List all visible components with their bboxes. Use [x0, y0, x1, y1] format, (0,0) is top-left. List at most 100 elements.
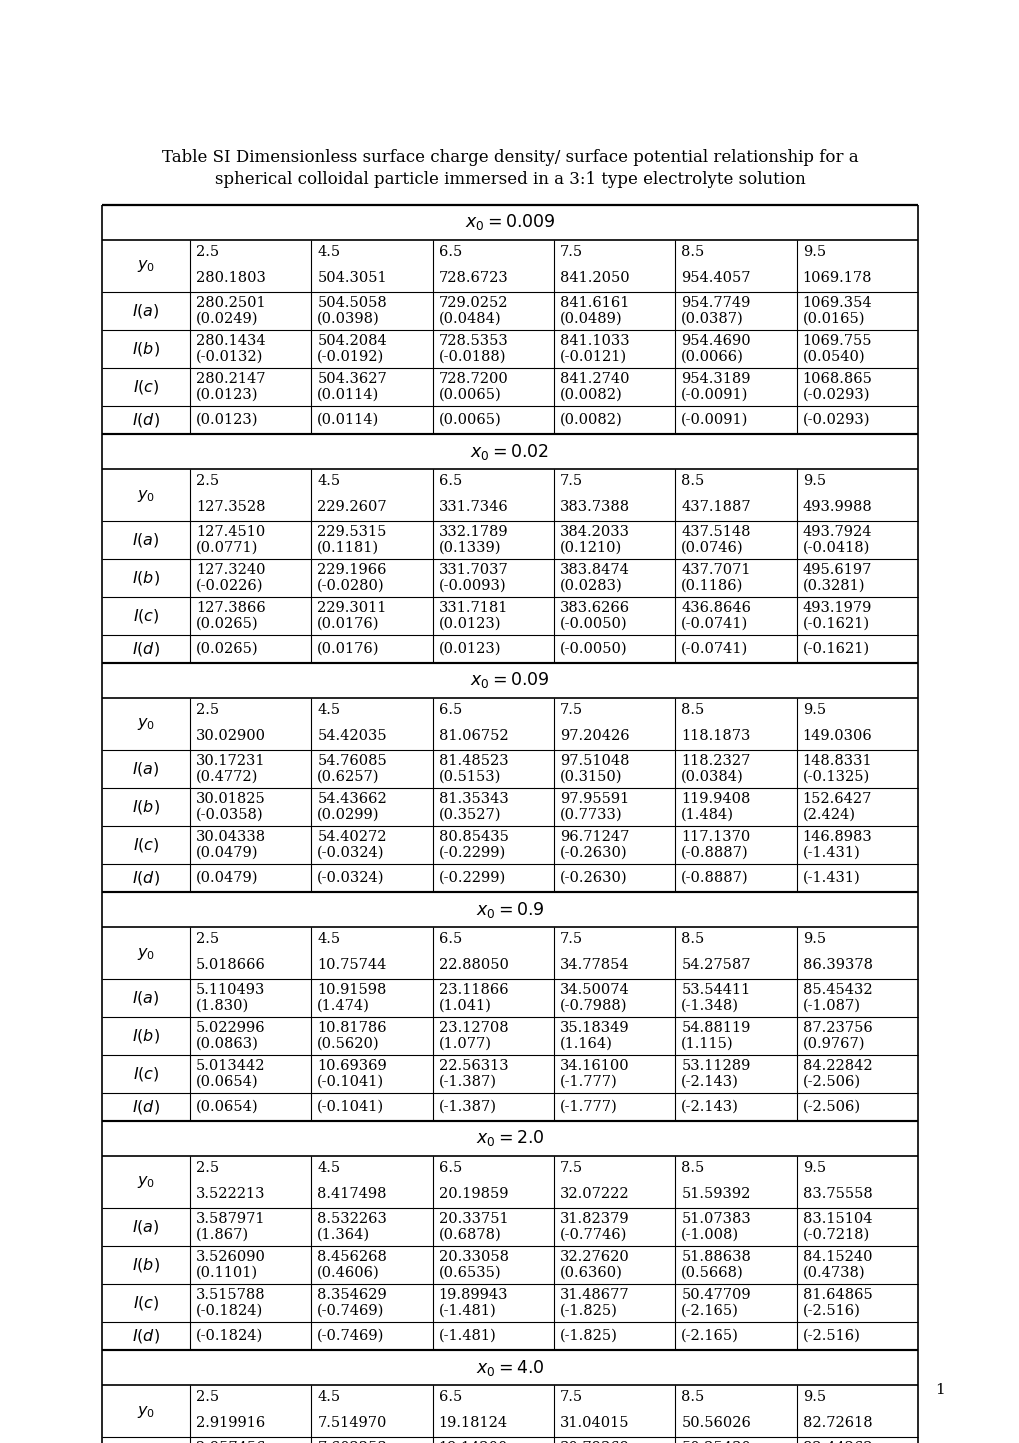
- Text: 8.456268: 8.456268: [317, 1251, 387, 1264]
- Text: 383.7388: 383.7388: [559, 499, 630, 514]
- Text: (0.6257): (0.6257): [317, 769, 379, 784]
- Text: (0.0863): (0.0863): [196, 1036, 259, 1051]
- Text: (0.5668): (0.5668): [681, 1266, 743, 1280]
- Text: 504.5058: 504.5058: [317, 296, 386, 310]
- Text: 954.7749: 954.7749: [681, 296, 750, 310]
- Text: (0.3281): (0.3281): [802, 579, 864, 593]
- Text: 97.51048: 97.51048: [559, 755, 629, 769]
- Text: 7.5: 7.5: [559, 1390, 583, 1404]
- Text: (-2.506): (-2.506): [802, 1075, 860, 1088]
- Text: (1.164): (1.164): [559, 1036, 612, 1051]
- Text: (-1.481): (-1.481): [438, 1303, 496, 1317]
- Text: (-0.8887): (-0.8887): [681, 872, 748, 885]
- Text: $y_0$: $y_0$: [137, 1173, 155, 1190]
- Text: 437.1887: 437.1887: [681, 499, 750, 514]
- Text: $I(d)$: $I(d)$: [131, 869, 160, 887]
- Text: $I(d)$: $I(d)$: [131, 641, 160, 658]
- Text: (-0.1621): (-0.1621): [802, 616, 869, 631]
- Text: $y_0$: $y_0$: [137, 486, 155, 504]
- Text: (0.1186): (0.1186): [681, 579, 743, 593]
- Text: $I(c)$: $I(c)$: [132, 378, 159, 395]
- Text: 4.5: 4.5: [317, 473, 340, 488]
- Text: 3.587971: 3.587971: [196, 1212, 265, 1227]
- Text: 23.12708: 23.12708: [438, 1022, 507, 1036]
- Text: 22.88050: 22.88050: [438, 958, 508, 973]
- Text: (0.0771): (0.0771): [196, 541, 258, 554]
- Text: (-0.0324): (-0.0324): [317, 872, 384, 885]
- Text: (0.0479): (0.0479): [196, 846, 258, 860]
- Text: 383.8474: 383.8474: [559, 563, 630, 577]
- Text: $x_0 = 0.09$: $x_0 = 0.09$: [470, 671, 549, 691]
- Text: (1.484): (1.484): [681, 808, 734, 821]
- Text: 81.35343: 81.35343: [438, 792, 507, 807]
- Text: (-0.0741): (-0.0741): [681, 642, 748, 657]
- Text: $I(a)$: $I(a)$: [132, 302, 160, 320]
- Text: 331.7346: 331.7346: [438, 499, 507, 514]
- Text: 6.5: 6.5: [438, 932, 462, 947]
- Text: $x_0 = 2.0$: $x_0 = 2.0$: [475, 1128, 544, 1149]
- Text: 8.5: 8.5: [681, 473, 704, 488]
- Text: 280.1803: 280.1803: [196, 271, 266, 284]
- Text: 331.7181: 331.7181: [438, 602, 507, 615]
- Text: 6.5: 6.5: [438, 1162, 462, 1175]
- Text: 229.3011: 229.3011: [317, 602, 386, 615]
- Text: 54.40272: 54.40272: [317, 830, 386, 844]
- Text: (-0.0121): (-0.0121): [559, 349, 627, 364]
- Text: (-0.0050): (-0.0050): [559, 616, 627, 631]
- Text: (0.0176): (0.0176): [317, 616, 379, 631]
- Text: (1.077): (1.077): [438, 1036, 491, 1051]
- Text: 493.1979: 493.1979: [802, 602, 871, 615]
- Text: 9.5: 9.5: [802, 703, 825, 717]
- Text: (-1.387): (-1.387): [438, 1075, 496, 1088]
- Text: (0.0123): (0.0123): [438, 642, 500, 657]
- Text: (0.5620): (0.5620): [317, 1036, 380, 1051]
- Text: (-0.7218): (-0.7218): [802, 1228, 869, 1241]
- Text: (-0.0091): (-0.0091): [681, 388, 748, 401]
- Text: 7.5: 7.5: [559, 245, 583, 258]
- Text: (-2.143): (-2.143): [681, 1100, 739, 1114]
- Text: 23.11866: 23.11866: [438, 983, 507, 997]
- Text: 10.91598: 10.91598: [317, 983, 386, 997]
- Text: 152.6427: 152.6427: [802, 792, 871, 807]
- Text: 54.42035: 54.42035: [317, 729, 386, 743]
- Text: 8.5: 8.5: [681, 1162, 704, 1175]
- Text: (-2.143): (-2.143): [681, 1075, 739, 1088]
- Text: (0.3527): (0.3527): [438, 808, 500, 821]
- Text: (0.6878): (0.6878): [438, 1228, 501, 1241]
- Text: (-0.7988): (-0.7988): [559, 999, 627, 1013]
- Text: 954.4690: 954.4690: [681, 335, 750, 348]
- Text: (-1.087): (-1.087): [802, 999, 860, 1013]
- Text: 437.7071: 437.7071: [681, 563, 750, 577]
- Text: 2.919916: 2.919916: [196, 1416, 265, 1430]
- Text: 10.69369: 10.69369: [317, 1059, 386, 1074]
- Text: 9.5: 9.5: [802, 245, 825, 258]
- Text: $x_0 = 0.02$: $x_0 = 0.02$: [470, 442, 549, 462]
- Text: (-0.1325): (-0.1325): [802, 769, 869, 784]
- Text: 82.72618: 82.72618: [802, 1416, 871, 1430]
- Text: 82.44262: 82.44262: [802, 1442, 871, 1443]
- Text: (0.0123): (0.0123): [196, 413, 258, 427]
- Text: 146.8983: 146.8983: [802, 830, 871, 844]
- Text: 50.25430: 50.25430: [681, 1442, 750, 1443]
- Text: (0.0065): (0.0065): [438, 388, 501, 401]
- Text: 148.8331: 148.8331: [802, 755, 871, 769]
- Text: $I(c)$: $I(c)$: [132, 1065, 159, 1084]
- Text: (0.7733): (0.7733): [559, 808, 622, 821]
- Text: 728.5353: 728.5353: [438, 335, 507, 348]
- Text: (-0.0188): (-0.0188): [438, 349, 505, 364]
- Text: 9.5: 9.5: [802, 932, 825, 947]
- Text: 384.2033: 384.2033: [559, 525, 630, 540]
- Text: 728.7200: 728.7200: [438, 372, 507, 387]
- Text: 1: 1: [934, 1382, 944, 1397]
- Text: (0.0265): (0.0265): [196, 642, 259, 657]
- Text: 841.2740: 841.2740: [559, 372, 629, 387]
- Text: (-1.431): (-1.431): [802, 872, 860, 885]
- Text: (0.0114): (0.0114): [317, 413, 379, 427]
- Text: (-0.0293): (-0.0293): [802, 413, 869, 427]
- Text: 504.3627: 504.3627: [317, 372, 386, 387]
- Text: (0.4606): (0.4606): [317, 1266, 380, 1280]
- Text: (0.0479): (0.0479): [196, 872, 258, 885]
- Text: 280.2147: 280.2147: [196, 372, 265, 387]
- Text: 229.1966: 229.1966: [317, 563, 386, 577]
- Text: 1068.865: 1068.865: [802, 372, 871, 387]
